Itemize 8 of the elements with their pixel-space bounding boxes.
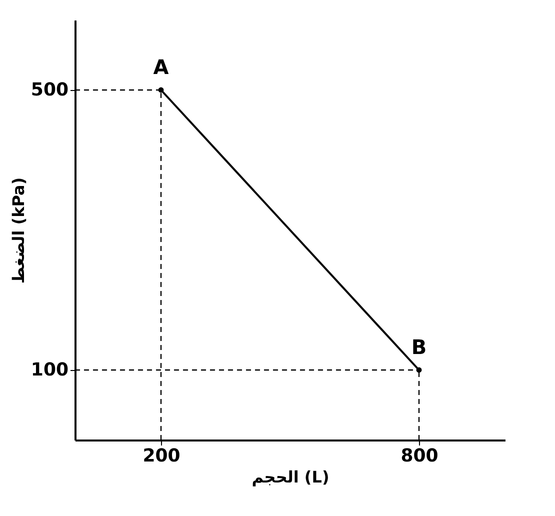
y-axis-title: الضغط (kPa) <box>8 177 28 284</box>
annotation: A <box>153 55 170 79</box>
y-tick-label: 100 <box>30 360 68 380</box>
x-axis-title: الحجم (L) <box>252 468 330 486</box>
x-tick-label: 800 <box>400 446 438 466</box>
x-tick-label: 200 <box>142 446 180 466</box>
annotation: B <box>411 335 427 359</box>
y-tick-label: 500 <box>30 80 68 100</box>
